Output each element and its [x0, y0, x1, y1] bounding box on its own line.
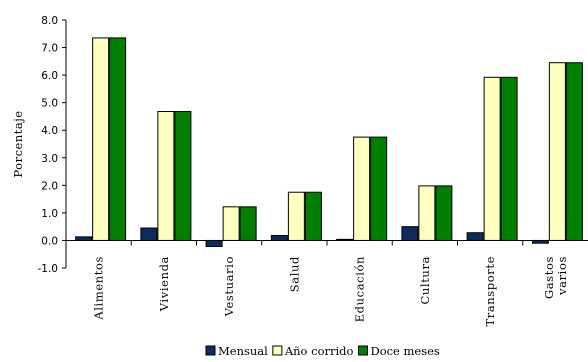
- bar-0-1: [140, 227, 158, 241]
- bar-2-4: [370, 136, 388, 241]
- category-label: Vestuario: [222, 256, 236, 317]
- legend-label-0: Mensual: [218, 344, 268, 358]
- bar-2-1: [174, 110, 192, 241]
- legend: Mensual Año corrido Doce meses: [205, 344, 440, 358]
- bar-2-2: [239, 206, 257, 241]
- category-label: Vivienda: [157, 256, 171, 312]
- bar-1-7: [548, 62, 566, 241]
- bar-0-2: [205, 239, 223, 248]
- y-tick-label: 0.0: [41, 235, 58, 247]
- bar-1-2: [222, 206, 240, 241]
- bar-2-3: [304, 191, 322, 241]
- bars: [75, 37, 583, 248]
- category-label: Cultura: [418, 256, 432, 304]
- bar-1-5: [418, 185, 436, 241]
- y-axis: -1.0 0.0 1.0 2.0 3.0 4.0 5.0 6.0 7.0 8.0: [38, 15, 67, 275]
- bar-0-3: [270, 234, 288, 241]
- bar-1-6: [483, 76, 501, 241]
- y-tick-label: 5.0: [41, 98, 58, 110]
- bar-1-0: [92, 37, 110, 241]
- legend-swatch-0: [205, 345, 216, 356]
- y-tick-label: 4.0: [41, 125, 58, 137]
- y-axis-label: Porcentaje: [11, 110, 25, 177]
- bar-1-4: [353, 136, 371, 241]
- legend-swatch-2: [357, 345, 368, 356]
- bar-0-6: [466, 232, 484, 241]
- category-label: Salud: [287, 256, 301, 292]
- bar-0-5: [401, 226, 419, 241]
- category-label: Transporte: [483, 256, 497, 327]
- category-label: varios: [555, 256, 569, 296]
- y-tick-label: 7.0: [41, 43, 58, 55]
- bar-2-5: [435, 185, 453, 241]
- y-tick-label: -1.0: [38, 263, 59, 275]
- y-tick-label: 8.0: [41, 15, 58, 27]
- y-tick-label: 1.0: [41, 208, 58, 220]
- legend-label-1: Año corrido: [284, 344, 354, 358]
- category-label: Educación: [353, 256, 367, 322]
- y-tick-label: 2.0: [41, 180, 58, 192]
- bar-1-1: [157, 110, 175, 241]
- y-tick-label: 3.0: [41, 153, 58, 165]
- bar-2-0: [109, 37, 127, 241]
- legend-swatch-1: [272, 345, 283, 356]
- bar-2-7: [565, 62, 583, 241]
- category-label: Alimentos: [92, 256, 106, 321]
- y-tick-label: 6.0: [41, 70, 58, 82]
- bar-1-3: [287, 191, 305, 241]
- bar-0-0: [75, 236, 93, 241]
- legend-label-2: Doce meses: [370, 344, 439, 358]
- x-axis: Alimentos Vivienda Vestuario Salud Educación…: [66, 239, 588, 327]
- bar-2-6: [500, 76, 518, 241]
- category-label: Gastos: [542, 256, 556, 299]
